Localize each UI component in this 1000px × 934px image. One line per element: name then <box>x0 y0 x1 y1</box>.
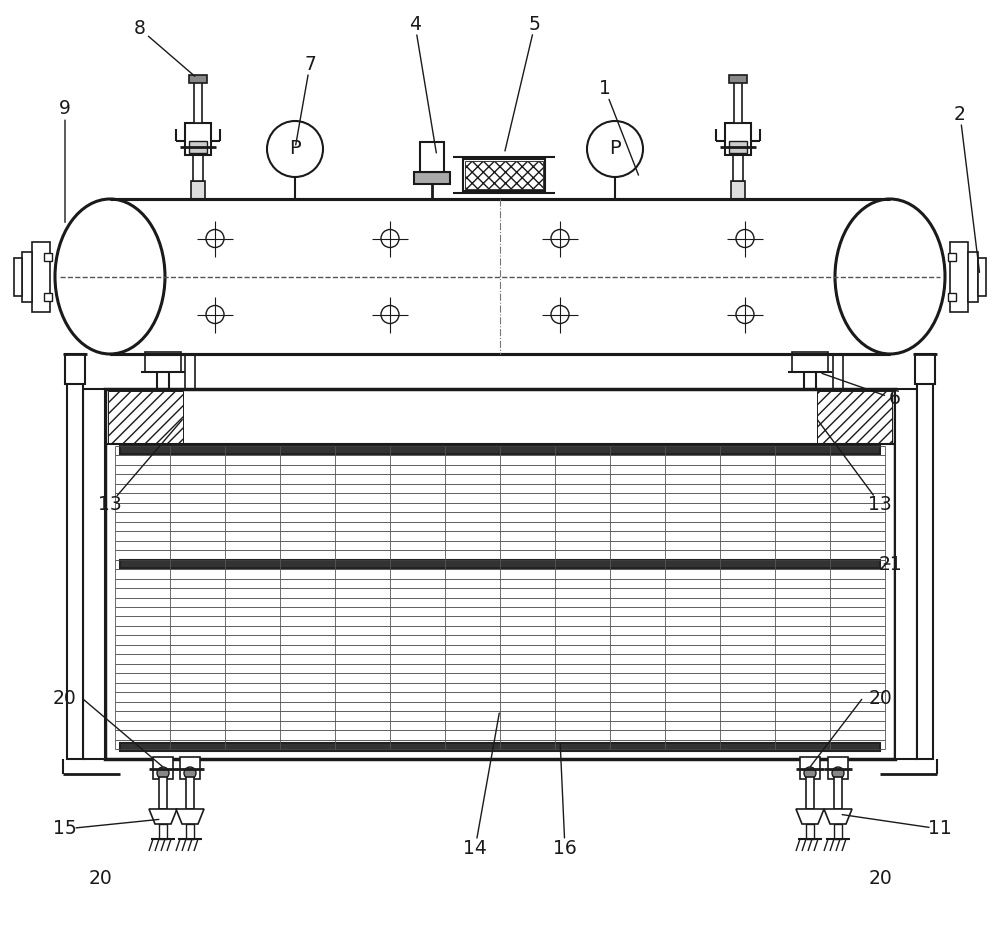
Bar <box>948 292 956 301</box>
Bar <box>120 743 880 751</box>
Bar <box>65 354 85 384</box>
Bar <box>828 757 848 779</box>
Bar <box>83 389 105 759</box>
Circle shape <box>381 230 399 248</box>
Text: 15: 15 <box>53 819 77 839</box>
Bar <box>420 142 444 172</box>
Bar <box>185 354 195 389</box>
Bar <box>834 824 842 839</box>
Bar <box>22 251 32 302</box>
Bar <box>186 824 194 839</box>
Text: 20: 20 <box>88 870 112 888</box>
Bar <box>105 389 895 759</box>
Text: 7: 7 <box>304 54 316 74</box>
Bar <box>120 560 880 568</box>
Circle shape <box>832 767 844 779</box>
Circle shape <box>381 305 399 323</box>
Bar <box>804 354 816 389</box>
Bar <box>895 389 917 759</box>
Bar <box>414 172 450 184</box>
Text: 16: 16 <box>553 840 577 858</box>
Bar <box>193 151 203 181</box>
Bar <box>180 757 200 779</box>
Bar <box>915 354 935 384</box>
Bar <box>189 75 207 83</box>
Bar <box>725 123 751 155</box>
Circle shape <box>184 767 196 779</box>
Text: 13: 13 <box>868 494 892 514</box>
Bar <box>44 292 52 301</box>
Text: 21: 21 <box>878 555 902 573</box>
Circle shape <box>587 121 643 177</box>
Bar <box>729 75 747 83</box>
Bar <box>186 777 194 809</box>
Circle shape <box>736 230 754 248</box>
Bar <box>917 369 933 759</box>
Text: 9: 9 <box>59 100 71 119</box>
Bar <box>159 777 167 809</box>
Bar <box>67 369 83 759</box>
Text: 2: 2 <box>954 105 966 123</box>
Text: 6: 6 <box>889 389 901 408</box>
Bar <box>44 252 52 261</box>
Text: 20: 20 <box>868 689 892 709</box>
Ellipse shape <box>835 199 945 354</box>
Bar <box>32 242 50 312</box>
Bar <box>948 252 956 261</box>
Circle shape <box>206 305 224 323</box>
Bar <box>108 391 183 444</box>
Bar <box>145 352 181 372</box>
Text: 20: 20 <box>53 689 77 709</box>
Text: 5: 5 <box>529 15 541 34</box>
Bar <box>833 354 843 389</box>
Bar <box>978 258 986 295</box>
Circle shape <box>551 305 569 323</box>
Bar <box>792 352 828 372</box>
Text: P: P <box>609 139 621 159</box>
Circle shape <box>206 230 224 248</box>
Ellipse shape <box>55 199 165 354</box>
Bar <box>189 141 207 153</box>
Bar <box>734 81 742 123</box>
Text: 14: 14 <box>463 840 487 858</box>
Bar <box>968 251 978 302</box>
Bar <box>800 757 820 779</box>
Text: 1: 1 <box>599 79 611 98</box>
Bar <box>159 824 167 839</box>
Bar <box>806 777 814 809</box>
Bar <box>834 777 842 809</box>
Text: P: P <box>289 139 301 159</box>
Bar <box>110 199 890 354</box>
Text: 11: 11 <box>928 819 952 839</box>
Circle shape <box>267 121 323 177</box>
Bar <box>731 181 745 199</box>
Polygon shape <box>796 809 824 824</box>
Bar <box>733 151 743 181</box>
Bar <box>463 159 545 191</box>
Bar <box>729 141 747 153</box>
Bar <box>950 242 968 312</box>
Bar <box>185 123 211 155</box>
Bar <box>14 258 22 295</box>
Text: 13: 13 <box>98 494 122 514</box>
Bar <box>191 181 205 199</box>
Circle shape <box>551 230 569 248</box>
Bar <box>817 391 892 444</box>
Circle shape <box>157 767 169 779</box>
Circle shape <box>804 767 816 779</box>
Polygon shape <box>149 809 177 824</box>
Bar <box>465 161 543 189</box>
Bar <box>120 446 880 454</box>
Text: 20: 20 <box>868 870 892 888</box>
Bar <box>153 757 173 779</box>
Polygon shape <box>176 809 204 824</box>
Circle shape <box>736 305 754 323</box>
Bar <box>157 354 169 389</box>
Text: 8: 8 <box>134 20 146 38</box>
Text: 4: 4 <box>409 15 421 34</box>
Bar <box>194 81 202 123</box>
Polygon shape <box>824 809 852 824</box>
Bar <box>806 824 814 839</box>
